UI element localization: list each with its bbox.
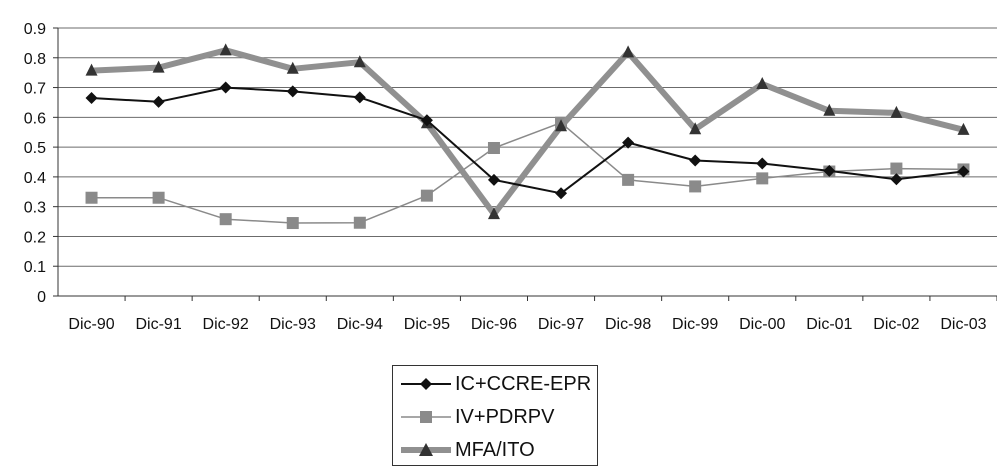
x-tick-label: Dic-97 bbox=[538, 316, 584, 333]
legend: IC+CCRE-EPR IV+PDRPV MFA/ITO bbox=[392, 365, 598, 466]
data-point bbox=[353, 91, 366, 104]
data-point bbox=[622, 173, 635, 186]
data-point bbox=[353, 216, 366, 229]
x-tick-label: Dic-94 bbox=[337, 316, 383, 333]
x-tick-label: Dic-91 bbox=[135, 316, 181, 333]
data-point bbox=[555, 119, 568, 132]
plot-background bbox=[58, 28, 997, 296]
x-tick-label: Dic-99 bbox=[672, 316, 718, 333]
x-tick-label: Dic-93 bbox=[270, 316, 316, 333]
y-tick-label: 0.5 bbox=[24, 140, 46, 157]
data-point bbox=[85, 63, 98, 76]
data-point bbox=[890, 173, 903, 186]
legend-swatch-diamond-icon bbox=[401, 378, 451, 390]
data-point bbox=[85, 191, 98, 204]
data-point bbox=[622, 45, 635, 58]
data-point bbox=[555, 187, 568, 200]
y-tick-label: 0.7 bbox=[24, 81, 46, 98]
data-point bbox=[689, 180, 702, 193]
data-point bbox=[286, 217, 299, 230]
data-point bbox=[420, 189, 433, 202]
legend-swatch-triangle-icon bbox=[401, 443, 451, 456]
data-point bbox=[756, 76, 769, 89]
data-point bbox=[622, 136, 635, 149]
y-tick-label: 0 bbox=[37, 289, 46, 306]
data-point bbox=[487, 142, 500, 155]
data-point bbox=[487, 207, 500, 220]
legend-label: IV+PDRPV bbox=[455, 406, 555, 428]
y-tick-labels: 0 0.1 0.2 0.3 0.4 0.5 0.6 0.7 0.8 0.9 bbox=[24, 21, 58, 306]
plot-area bbox=[57, 27, 997, 297]
y-tick-label: 0.8 bbox=[24, 51, 46, 68]
data-point bbox=[487, 173, 500, 186]
data-point bbox=[219, 213, 232, 226]
data-point bbox=[286, 61, 299, 74]
data-point bbox=[152, 191, 165, 204]
y-tick-label: 0.9 bbox=[24, 21, 46, 38]
y-tick-label: 0.6 bbox=[24, 110, 46, 127]
data-point bbox=[756, 157, 769, 170]
data-point bbox=[286, 85, 299, 98]
series-group bbox=[85, 43, 970, 230]
x-tick-label: Dic-03 bbox=[940, 316, 986, 333]
data-point bbox=[689, 154, 702, 167]
series-line bbox=[91, 121, 964, 224]
series-line bbox=[91, 86, 964, 195]
data-point bbox=[957, 165, 970, 178]
data-point bbox=[823, 103, 836, 116]
data-point bbox=[353, 55, 366, 68]
data-point bbox=[85, 91, 98, 104]
x-tick-labels: Dic-90 Dic-91 Dic-92 Dic-93 Dic-94 Dic-95 Dic-… bbox=[68, 296, 997, 333]
y-tick-label: 0.3 bbox=[24, 200, 46, 217]
x-tick-label: Dic-01 bbox=[806, 316, 852, 333]
data-point bbox=[823, 164, 836, 177]
x-tick-label: Dic-02 bbox=[873, 316, 919, 333]
data-point bbox=[219, 43, 232, 56]
series-ic-ccre-epr bbox=[85, 81, 970, 200]
y-tick-label: 0.2 bbox=[24, 229, 46, 246]
legend-item-ic-ccre-epr: IC+CCRE-EPR bbox=[393, 368, 597, 401]
data-point bbox=[219, 81, 232, 94]
x-tick-label: Dic-00 bbox=[739, 316, 785, 333]
data-point bbox=[420, 114, 433, 127]
line-chart: 00.10.20.30.40.50.60.70.80.9 Dic-90 Dic-9… bbox=[24, 21, 997, 333]
data-point bbox=[957, 122, 970, 135]
x-tick-label: Dic-92 bbox=[203, 316, 249, 333]
data-point bbox=[756, 172, 769, 185]
y-tick-label: 0.4 bbox=[24, 170, 46, 187]
legend-label: MFA/ITO bbox=[455, 439, 535, 461]
x-tick-label: Dic-98 bbox=[605, 316, 651, 333]
data-point bbox=[689, 122, 702, 135]
x-tick-label: Dic-95 bbox=[404, 316, 450, 333]
series-line bbox=[91, 47, 965, 218]
data-point bbox=[152, 60, 165, 73]
legend-swatch-square-icon bbox=[401, 411, 451, 423]
y-tick-label: 0.1 bbox=[24, 259, 46, 276]
data-point bbox=[152, 95, 165, 108]
series-mfa-ito bbox=[85, 43, 970, 220]
data-point bbox=[890, 162, 903, 175]
x-tick-label: Dic-90 bbox=[68, 316, 114, 333]
data-point bbox=[890, 105, 903, 118]
legend-item-mfa-ito: MFA/ITO bbox=[393, 434, 597, 467]
gridlines bbox=[58, 27, 997, 267]
legend-item-iv-pdrpv: IV+PDRPV bbox=[393, 401, 597, 434]
legend-label: IC+CCRE-EPR bbox=[455, 373, 592, 395]
x-tick-label: Dic-96 bbox=[471, 316, 517, 333]
